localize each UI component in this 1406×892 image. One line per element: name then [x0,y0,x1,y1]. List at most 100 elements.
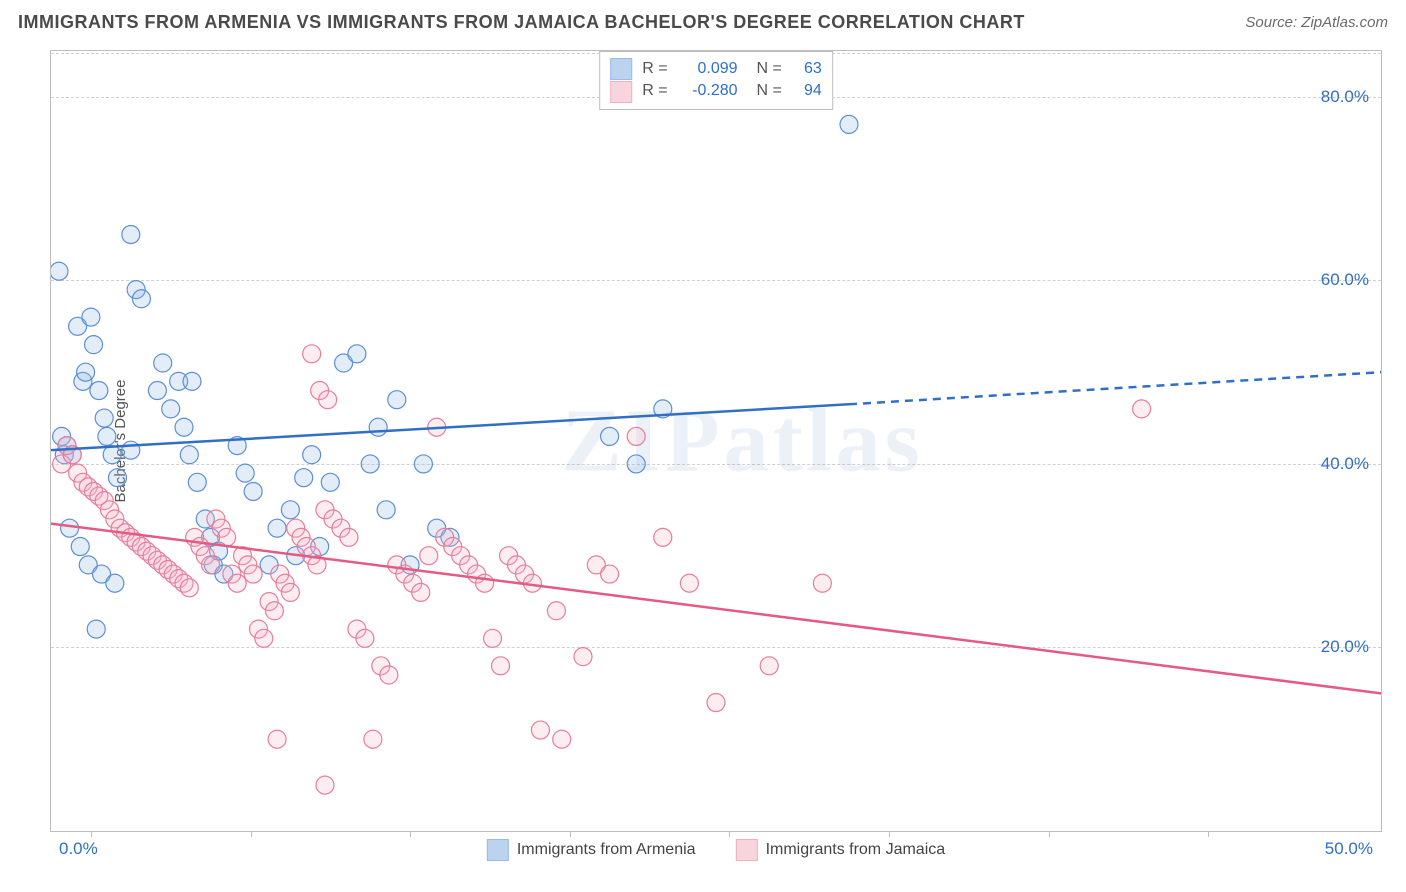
scatter-point [202,556,220,574]
scatter-point [236,464,254,482]
scatter-point [601,565,619,583]
scatter-point [244,482,262,500]
x-tick-min: 0.0% [59,839,98,859]
legend-swatch [610,58,632,80]
scatter-point [627,427,645,445]
x-tick-max: 50.0% [1325,839,1373,859]
plot-area: Bachelor's Degree 20.0%40.0%60.0%80.0% Z… [50,50,1382,832]
scatter-point [103,446,121,464]
scatter-point [281,583,299,601]
x-tick-mark [889,831,890,837]
scatter-point [154,354,172,372]
scatter-point [148,382,166,400]
scatter-point [244,565,262,583]
scatter-point [414,455,432,473]
scatter-point [175,418,193,436]
x-tick-mark [410,831,411,837]
scatter-point [340,528,358,546]
scatter-point [380,666,398,684]
stat-r-value: 0.099 [678,58,738,80]
scatter-point [61,519,79,537]
scatter-point [303,446,321,464]
x-tick-mark [1208,831,1209,837]
legend-swatch [610,81,632,103]
source: Source: ZipAtlas.com [1245,14,1388,31]
stat-r-label: R = [642,58,667,80]
scatter-chart [51,51,1381,831]
legend-item: Immigrants from Armenia [487,839,696,861]
x-tick-mark [251,831,252,837]
scatter-point [760,657,778,675]
scatter-point [109,469,127,487]
scatter-point [87,620,105,638]
scatter-point [77,363,95,381]
scatter-point [218,528,236,546]
scatter-point [707,694,725,712]
scatter-point [122,441,140,459]
scatter-point [627,455,645,473]
scatter-point [295,469,313,487]
stat-n-label: N = [748,80,782,102]
x-tick-mark [91,831,92,837]
series-legend: Immigrants from Armenia Immigrants from J… [487,839,945,861]
scatter-point [574,648,592,666]
scatter-point [553,730,571,748]
scatter-point [95,409,113,427]
scatter-point [122,226,140,244]
stat-r-label: R = [642,80,667,102]
scatter-point [71,538,89,556]
scatter-point [601,427,619,445]
scatter-point [106,574,124,592]
legend-swatch [736,839,758,861]
scatter-point [255,629,273,647]
scatter-point [303,345,321,363]
scatter-point [281,501,299,519]
scatter-point [321,473,339,491]
legend-label: Immigrants from Jamaica [766,841,946,859]
scatter-point [654,528,672,546]
scatter-point [531,721,549,739]
stat-legend-row: R =0.099 N =63 [610,58,822,80]
legend-label: Immigrants from Armenia [517,841,696,859]
scatter-point [547,602,565,620]
scatter-point [82,308,100,326]
scatter-point [188,473,206,491]
x-tick-mark [1049,831,1050,837]
scatter-point [361,455,379,473]
stat-n-label: N = [748,58,782,80]
stat-r-value: -0.280 [678,80,738,102]
scatter-point [420,547,438,565]
scatter-point [265,602,283,620]
scatter-point [180,579,198,597]
stat-legend: R =0.099 N =63R =-0.280 N =94 [599,51,833,110]
scatter-point [180,446,198,464]
scatter-point [98,427,116,445]
scatter-point [364,730,382,748]
stat-legend-row: R = -0.280 N = 94 [610,80,822,102]
scatter-point [680,574,698,592]
scatter-point [840,115,858,133]
scatter-point [268,519,286,537]
scatter-point [85,336,103,354]
source-value: ZipAtlas.com [1301,14,1388,31]
scatter-point [492,657,510,675]
scatter-point [377,501,395,519]
x-tick-mark [570,831,571,837]
regression-line [51,524,1381,694]
scatter-point [813,574,831,592]
scatter-point [348,345,366,363]
scatter-point [1133,400,1151,418]
legend-swatch [487,839,509,861]
chart-title: IMMIGRANTS FROM ARMENIA VS IMMIGRANTS FR… [18,12,1025,33]
scatter-point [316,776,334,794]
source-label: Source: [1245,14,1301,31]
scatter-point [228,574,246,592]
scatter-point [183,372,201,390]
stat-n-value: 94 [792,80,822,102]
scatter-point [369,418,387,436]
scatter-point [388,391,406,409]
regression-line-dashed [849,372,1381,404]
scatter-point [268,730,286,748]
scatter-point [319,391,337,409]
scatter-point [132,290,150,308]
